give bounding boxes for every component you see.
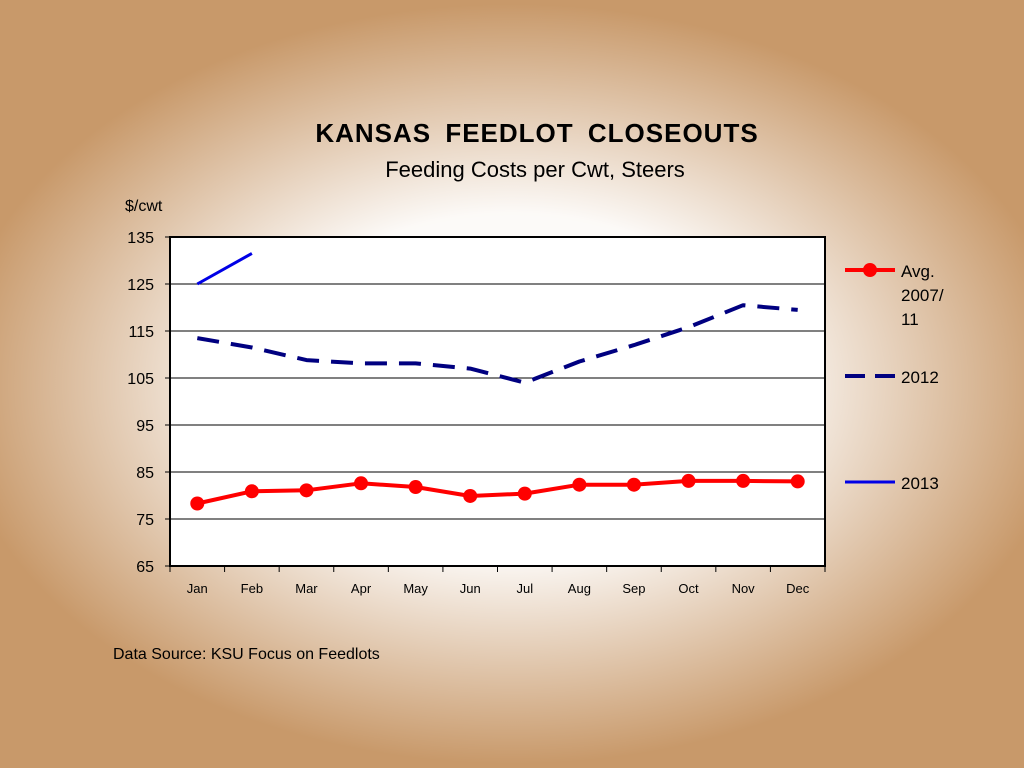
x-axis-ticks: Jan Feb Mar Apr May Jun Jul Aug Sep Oct Nov Dec [169, 566, 826, 596]
data-point [572, 477, 587, 492]
x-tick-label: Mar [295, 581, 318, 596]
x-tick-label: Aug [568, 581, 591, 596]
y-tick-label: 125 [127, 277, 154, 294]
y-tick-label: 115 [128, 324, 154, 341]
data-point [190, 496, 205, 511]
data-point [463, 488, 478, 503]
y-tick-label: 75 [136, 512, 154, 529]
legend-label: 2007/ [901, 286, 944, 305]
x-tick-label: Jun [460, 581, 481, 596]
series-line-1 [196, 303, 798, 385]
data-point [790, 474, 805, 489]
plot-area [170, 237, 825, 566]
legend-marker [863, 263, 877, 277]
x-tick-label: Nov [732, 581, 756, 596]
x-tick-label: Oct [678, 581, 699, 596]
chart-title: KANSAS FEEDLOT CLOSEOUTS [315, 118, 759, 148]
y-tick-label: 95 [136, 418, 154, 435]
data-point [299, 483, 314, 498]
chart-subtitle: Feeding Costs per Cwt, Steers [385, 157, 685, 182]
series [190, 252, 805, 511]
y-tick-label: 105 [127, 371, 154, 388]
data-point [736, 473, 751, 488]
legend: Avg. 2007/11 2012 2013 [845, 262, 944, 493]
y-axis-label: $/cwt [125, 198, 163, 215]
x-tick-label: Jan [187, 581, 208, 596]
x-tick-label: May [403, 581, 428, 596]
x-tick-label: Sep [622, 581, 645, 596]
data-point [681, 473, 696, 488]
legend-label: 2013 [901, 474, 939, 493]
series-line-2 [196, 252, 253, 286]
series-line-0 [196, 478, 798, 506]
x-tick-label: Feb [241, 581, 263, 596]
data-point [626, 477, 641, 492]
data-point [517, 486, 532, 501]
legend-label: Avg. [901, 262, 935, 281]
y-axis-ticks: 135 125 115 105 95 85 75 65 [127, 230, 170, 576]
legend-label: 2012 [901, 368, 939, 387]
gridlines [170, 283, 825, 520]
data-point [408, 480, 423, 495]
y-tick-label: 65 [136, 559, 154, 576]
x-tick-label: Dec [786, 581, 810, 596]
data-point [244, 484, 259, 499]
x-tick-label: Apr [351, 581, 372, 596]
data-point [354, 476, 369, 491]
y-tick-label: 135 [127, 230, 154, 247]
legend-label: 11 [901, 310, 919, 329]
y-tick-label: 85 [136, 465, 154, 482]
x-tick-label: Jul [516, 581, 533, 596]
data-source-note: Data Source: KSU Focus on Feedlots [113, 646, 380, 663]
